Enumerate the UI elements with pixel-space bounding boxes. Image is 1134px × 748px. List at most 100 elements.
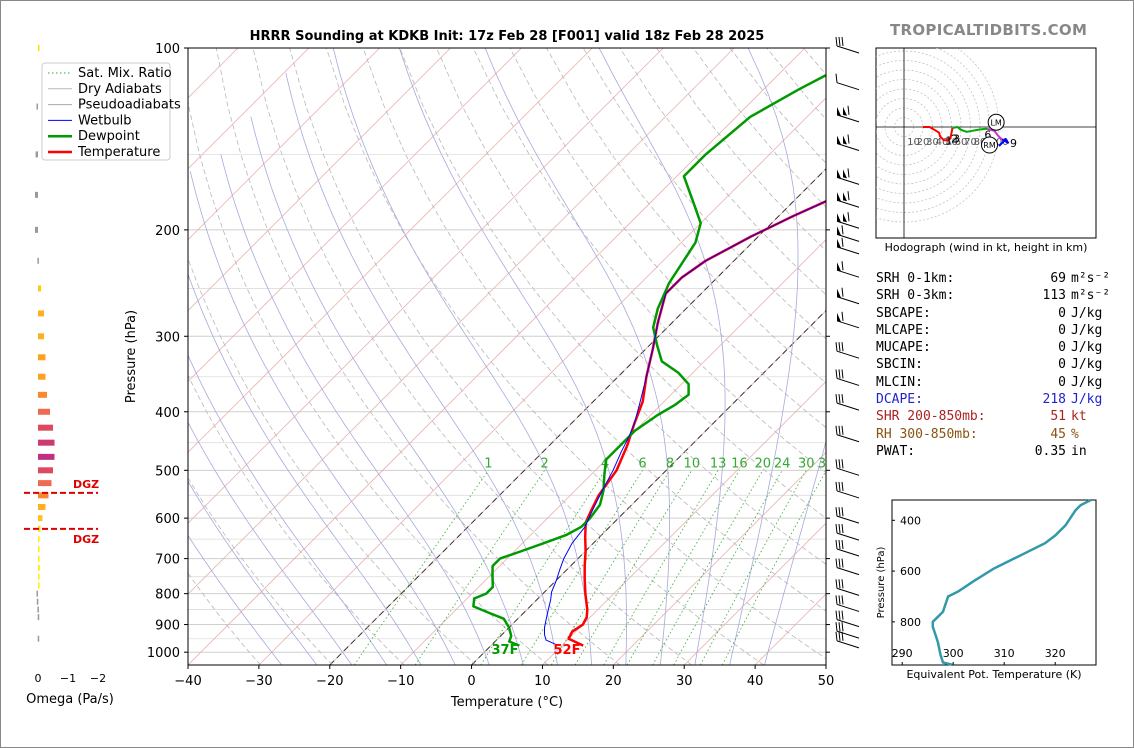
wind-barb-bar bbox=[835, 539, 838, 550]
wind-barb-bar bbox=[841, 369, 844, 379]
isotherm-zero bbox=[471, 309, 826, 665]
omega-bar bbox=[38, 391, 47, 398]
wind-barb-bar bbox=[841, 394, 844, 404]
hodograph-ring-label: 20 bbox=[917, 137, 930, 148]
wind-barb bbox=[835, 425, 860, 443]
wind-barb-staff bbox=[836, 490, 860, 499]
stat-unit: m²s⁻² bbox=[1071, 288, 1111, 304]
hodograph-segment bbox=[923, 126, 954, 142]
y-axis-label: Pressure (hPa) bbox=[124, 310, 139, 403]
stat-value: 69 bbox=[1050, 271, 1066, 286]
hodograph-ring-label: 60 bbox=[955, 137, 968, 148]
x-tick-label: −40 bbox=[174, 674, 201, 689]
legend-box bbox=[41, 62, 171, 161]
wind-barb-bar bbox=[835, 622, 838, 632]
y-tick-label: 600 bbox=[155, 512, 180, 527]
mixing-ratio-line bbox=[521, 470, 643, 665]
hodograph-ring-label: 70 bbox=[964, 137, 977, 148]
stat-unit: kt bbox=[1071, 409, 1087, 425]
wind-barb bbox=[835, 631, 860, 649]
wind-barb-flag bbox=[837, 312, 841, 322]
isotherm bbox=[188, 48, 451, 312]
omega-bar bbox=[38, 492, 49, 499]
stat-row: MUCAPE: 0 J/kg bbox=[876, 339, 1116, 356]
wind-barb-bar bbox=[847, 134, 850, 144]
wind-barb bbox=[835, 481, 860, 499]
x-tick-label: 40 bbox=[747, 674, 764, 689]
wind-barb-bar bbox=[835, 579, 838, 589]
stat-label: MLCAPE: bbox=[876, 322, 931, 338]
isotherm bbox=[188, 48, 310, 170]
wind-barb-bar bbox=[838, 394, 841, 404]
omega-bar bbox=[38, 439, 55, 446]
wind-barb-bar bbox=[835, 558, 838, 568]
wind-barb-bar bbox=[841, 595, 844, 605]
dry-adiabat bbox=[188, 257, 477, 665]
hodograph-ring-label: 10 bbox=[907, 137, 920, 148]
omega-bar bbox=[38, 564, 40, 571]
hodograph-segment bbox=[998, 137, 1010, 147]
pseudoadiabat bbox=[332, 48, 592, 665]
theta-e-x-tick-label: 320 bbox=[1045, 647, 1066, 660]
wind-barb-staff bbox=[836, 467, 860, 476]
wind-barb-bar bbox=[838, 579, 841, 589]
wind-barb-bar bbox=[847, 191, 850, 201]
wind-barb bbox=[836, 191, 860, 208]
mixing-ratio-line bbox=[353, 470, 489, 665]
isotherm-minus20 bbox=[329, 168, 826, 665]
omega-axis-label: Omega (Pa/s) bbox=[26, 692, 114, 707]
pseudoadiabat bbox=[188, 534, 283, 665]
theta-e-x-tick-label: 310 bbox=[994, 647, 1015, 660]
stat-value: 0 bbox=[1058, 305, 1066, 321]
omega-bar bbox=[36, 590, 38, 597]
storm-motion-label: LM bbox=[990, 118, 1001, 127]
mixing-ratio-label: 6 bbox=[638, 456, 646, 471]
hodograph-panel: 10203040506070809010012369LMRM bbox=[875, 47, 1097, 239]
wind-barb-staff bbox=[836, 548, 860, 557]
hodograph-height-label: 3 bbox=[953, 132, 960, 145]
wind-barb-staff bbox=[836, 233, 860, 242]
omega-bar bbox=[38, 333, 44, 340]
stat-label: RH 300-850mb: bbox=[876, 426, 978, 442]
theta-e-x-tick-label: 300 bbox=[943, 647, 964, 660]
y-tick-label: 700 bbox=[155, 553, 180, 568]
stat-row: RH 300-850mb: 45% bbox=[876, 426, 1116, 443]
isotherm bbox=[188, 48, 380, 241]
isotherm bbox=[258, 97, 826, 665]
wind-barb bbox=[835, 595, 860, 612]
stat-value: 51 bbox=[1050, 409, 1066, 425]
y-tick-label: 500 bbox=[155, 464, 180, 479]
wind-barb-staff bbox=[836, 246, 860, 255]
stat-value: 45 bbox=[1050, 426, 1066, 442]
stat-value: 218 bbox=[1042, 392, 1066, 408]
wind-barb bbox=[835, 36, 860, 54]
mixing-ratio-label: 2 bbox=[541, 456, 549, 471]
x-axis-label: Temperature (°C) bbox=[450, 695, 563, 710]
wind-barb-bar bbox=[838, 631, 841, 641]
isotherm bbox=[188, 48, 735, 595]
legend-label: Temperature bbox=[77, 145, 160, 160]
theta-e-y-tick-label: 600 bbox=[900, 565, 921, 578]
wind-barb-flag bbox=[837, 106, 841, 116]
stat-label: PWAT: bbox=[876, 443, 916, 459]
stat-value: 0 bbox=[1058, 357, 1066, 373]
wind-barb-bar bbox=[838, 622, 841, 632]
theta-e-line bbox=[931, 498, 1092, 667]
wind-barb-staff bbox=[836, 320, 860, 329]
mixing-ratio-label: 24 bbox=[774, 456, 791, 471]
wind-barb-bar bbox=[841, 36, 844, 47]
wind-barb-flag bbox=[837, 213, 841, 223]
pseudoadiabat bbox=[188, 272, 422, 665]
dry-adiabat bbox=[215, 48, 621, 665]
pseudoadiabat bbox=[189, 171, 456, 665]
omega-bar bbox=[37, 635, 40, 642]
wind-barb bbox=[836, 237, 860, 255]
wind-barb-bar bbox=[841, 524, 844, 534]
hodograph-height-label: 9 bbox=[1010, 137, 1017, 150]
wind-barb-bar bbox=[847, 105, 850, 115]
stat-unit: J/kg bbox=[1071, 357, 1103, 373]
mixing-ratio-label: 10 bbox=[684, 456, 701, 471]
wind-barb-staff bbox=[836, 515, 860, 524]
wind-barb-bar bbox=[841, 622, 844, 632]
skewt-panel: 1 2 4 6 8 10 13 16 20 24 30 36100200300400500600700… bbox=[41, 36, 860, 710]
